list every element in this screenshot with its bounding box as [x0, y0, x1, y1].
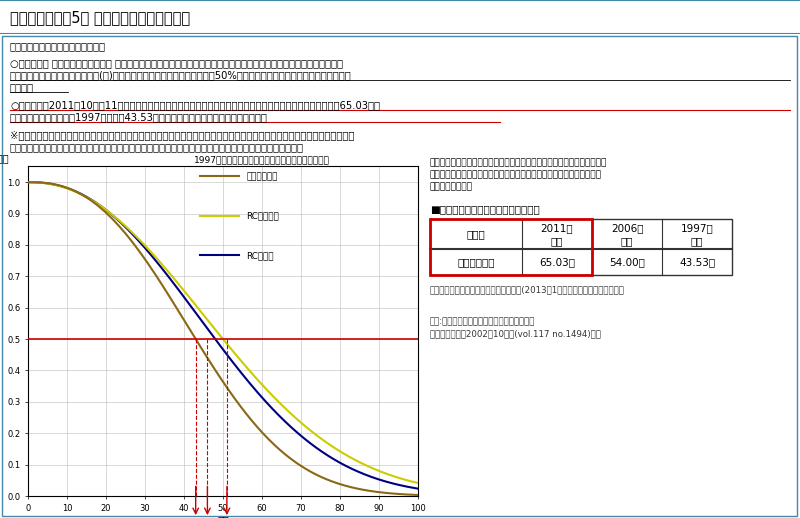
Text: 1997年
調査: 1997年 調査: [681, 223, 714, 246]
Text: RC共同住宅: RC共同住宅: [246, 211, 279, 221]
Text: 2006年
調査: 2006年 調査: [610, 223, 643, 246]
Text: ■平均寿命の過去の調査結果との比較: ■平均寿命の過去の調査結果との比較: [430, 205, 540, 214]
Text: 用　途: 用 途: [466, 229, 486, 239]
Text: ている。: ている。: [10, 82, 34, 93]
Text: 2011年
調査: 2011年 調査: [541, 223, 574, 246]
Text: ○小松教授が2011年10月～11月に実施した最新の研究成果によれば、木造家屋について、専用住宅の平均寿命は65.03年と: ○小松教授が2011年10月～11月に実施した最新の研究成果によれば、木造家屋に…: [10, 100, 380, 110]
Text: 使用可能な状態であっても空家のまま取り壊されていない家屋は残存している住宅として計上されている。: 使用可能な状態であっても空家のまま取り壊されていない家屋は残存している住宅として…: [10, 142, 304, 152]
Title: 1997年データによる全国（東京を除く）の残存曲線: 1997年データによる全国（東京を除く）の残存曲線: [194, 155, 330, 164]
Text: 出典:「建築寿命の推定」早稲田大学小松幸夫: 出典:「建築寿命の推定」早稲田大学小松幸夫: [430, 318, 535, 326]
Text: 出典：論文「建物の平均寿命実態調査」(2013年1月）　早稲田大学　小松幸夫: 出典：論文「建物の平均寿命実態調査」(2013年1月） 早稲田大学 小松幸夫: [430, 285, 625, 294]
Text: 54.00年: 54.00年: [609, 257, 645, 267]
Text: データを基に、区間残存率推計法(注)を活用し、家屋の平均寿命（残存率が50%となる期間）に係る調査研究成果を発表し: データを基に、区間残存率推計法(注)を活用し、家屋の平均寿命（残存率が50%とな…: [10, 70, 352, 81]
Y-axis label: 残存率: 残存率: [0, 153, 10, 163]
Text: ※この平均寿命の算定には、経済的な要因等物理的に使用可能であっても取り壊された家屋が滅失データとして含まれる一方、: ※この平均寿命の算定には、経済的な要因等物理的に使用可能であっても取り壊された家…: [10, 131, 354, 140]
Text: 43.53年: 43.53年: [679, 257, 715, 267]
Text: 65.03年: 65.03年: [539, 257, 575, 267]
Text: 「建築雑誌」2002年10月号(vol.117 no.1494)掲載: 「建築雑誌」2002年10月号(vol.117 no.1494)掲載: [430, 329, 601, 338]
Text: （注）区間残存率推計法とは、調査時点における新築年次別の現存棟数と: （注）区間残存率推計法とは、調査時点における新築年次別の現存棟数と: [430, 159, 607, 167]
Text: 木造専用住宅: 木造専用住宅: [458, 257, 494, 267]
Text: ＜建物の平均寿命に係る既往研究＞: ＜建物の平均寿命に係る既往研究＞: [10, 41, 106, 52]
Bar: [430, 220, 592, 276]
Text: 【指針参考資料5】 建物の平均寿命について: 【指針参考資料5】 建物の平均寿命について: [10, 10, 190, 25]
Text: RC事務所: RC事務所: [246, 251, 274, 260]
Text: 木造専用住宅: 木造専用住宅: [246, 172, 278, 181]
Text: ○工学院大学 吉田教授、早稲田大学 小松教授らは、木造住宅はじめ各種用途・構造の建物について、固定資産台帳の減失: ○工学院大学 吉田教授、早稲田大学 小松教授らは、木造住宅はじめ各種用途・構造の…: [10, 59, 343, 69]
Text: いう結果となっており、1997年調査の43.53年から年数が伸びている。（下右図参照）: いう結果となっており、1997年調査の43.53年から年数が伸びている。（下右図…: [10, 112, 268, 123]
Text: る方法をいう。: る方法をいう。: [430, 182, 473, 192]
Bar: [430, 220, 732, 276]
X-axis label: 経年: 経年: [217, 515, 229, 518]
Text: 除却棟数から、建築の年齢別の生存確率を計算し、残存率曲線を求め: 除却棟数から、建築の年齢別の生存確率を計算し、残存率曲線を求め: [430, 170, 602, 179]
